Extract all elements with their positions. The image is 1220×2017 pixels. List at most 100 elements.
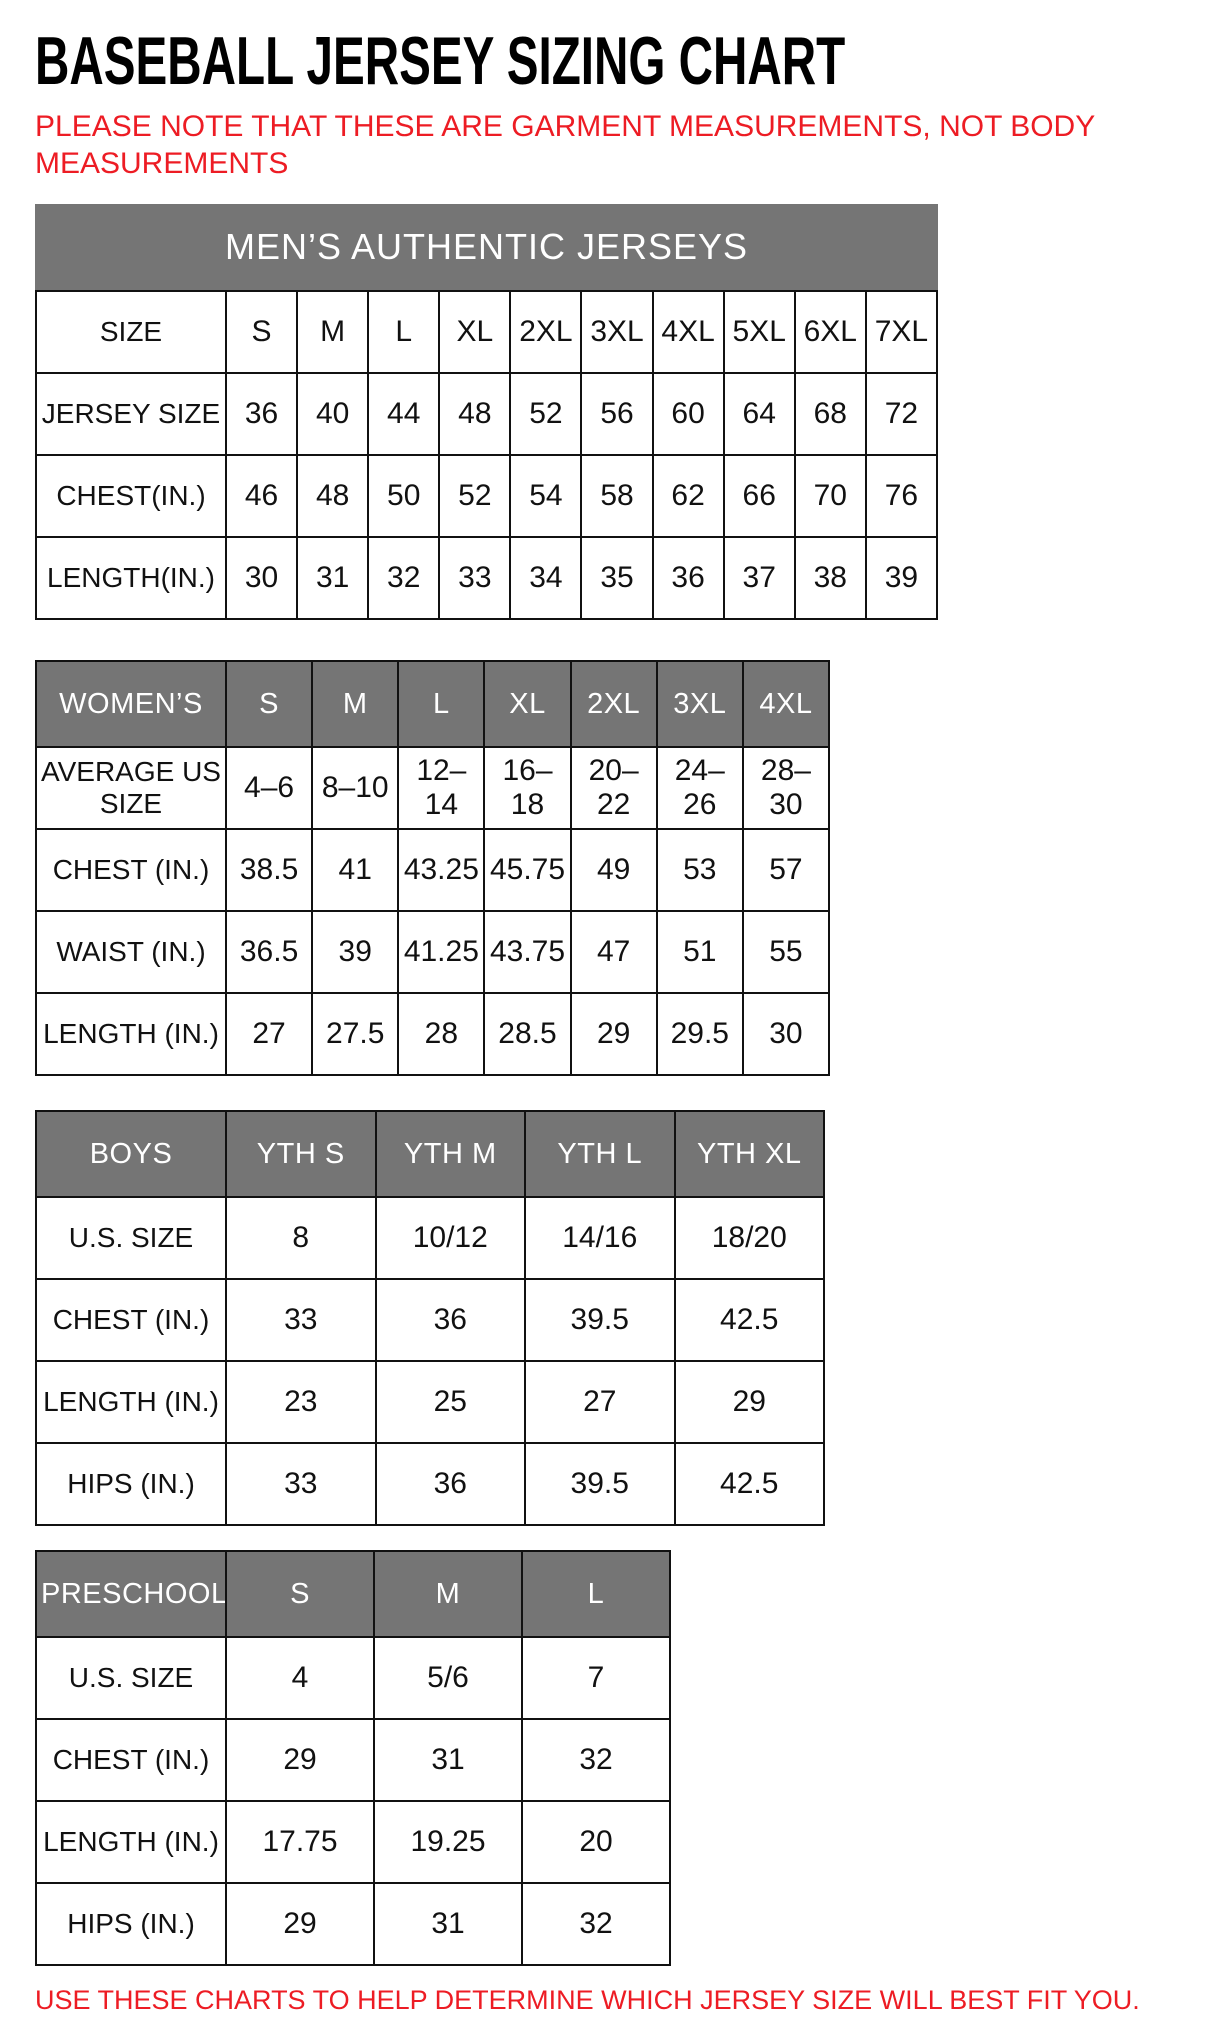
womens-cell: 20–22 <box>569 746 658 830</box>
mens-cell: 60 <box>651 372 725 456</box>
womens-cell: 43.75 <box>483 910 572 994</box>
boys-table-row: LENGTH (IN.) 23 25 27 29 <box>35 1360 825 1444</box>
boys-column-header: YTH M <box>374 1110 526 1198</box>
preschool-table-row: CHEST (IN.) 29 31 32 <box>35 1718 671 1802</box>
womens-cell: 27.5 <box>311 992 400 1076</box>
womens-cell: 29 <box>569 992 658 1076</box>
boys-cell: 27 <box>524 1360 676 1444</box>
womens-column-header: M <box>311 660 400 748</box>
page-title-text: BASEBALL JERSEY SIZING CHART <box>35 23 846 99</box>
mens-row-label: CHEST(IN.) <box>35 454 227 538</box>
boys-cell: 25 <box>374 1360 526 1444</box>
preschool-cell: 31 <box>373 1718 523 1802</box>
womens-cell: 51 <box>655 910 744 994</box>
mens-cell: 66 <box>722 454 796 538</box>
boys-table-row: CHEST (IN.) 33 36 39.5 42.5 <box>35 1278 825 1362</box>
preschool-table-row: U.S. SIZE 4 5/6 7 <box>35 1636 671 1720</box>
boys-cell: 14/16 <box>524 1196 676 1280</box>
mens-cell: 44 <box>367 372 441 456</box>
womens-column-header: S <box>224 660 314 748</box>
womens-header-label: WOMEN’S <box>35 660 227 748</box>
mens-cell: 5XL <box>722 290 796 374</box>
preschool-cell: 32 <box>521 1882 671 1966</box>
womens-column-header: XL <box>483 660 572 748</box>
preschool-row-label: LENGTH (IN.) <box>35 1800 227 1884</box>
mens-row-label: LENGTH(IN.) <box>35 536 227 620</box>
preschool-row-label: HIPS (IN.) <box>35 1882 227 1966</box>
mens-cell: 48 <box>438 372 512 456</box>
tables-container: MEN’S AUTHENTIC JERSEYS SIZE S M L XL 2XL 3XL 4X… <box>35 204 1220 1966</box>
womens-cell: 49 <box>569 828 658 912</box>
boys-column-header: YTH L <box>524 1110 676 1198</box>
mens-cell: 3XL <box>580 290 654 374</box>
womens-column-header: 3XL <box>655 660 744 748</box>
womens-cell: 43.25 <box>397 828 486 912</box>
womens-cell: 28–30 <box>741 746 831 830</box>
garment-measurements-note: PLEASE NOTE THAT THESE ARE GARMENT MEASU… <box>35 110 1095 180</box>
mens-cell: 52 <box>509 372 583 456</box>
mens-cell: S <box>224 290 299 374</box>
mens-cell: L <box>367 290 441 374</box>
womens-table-row: CHEST (IN.) 38.5 41 43.25 45.75 49 53 57 <box>35 828 831 912</box>
preschool-sizing-table: PRESCHOOL S M L U.S. SIZE 4 5/6 7 CHEST (IN.) 29 3… <box>35 1550 671 1966</box>
womens-row-label: CHEST (IN.) <box>35 828 227 912</box>
mens-cell: 30 <box>224 536 299 620</box>
mens-cell: M <box>296 290 370 374</box>
boys-table-row: HIPS (IN.) 33 36 39.5 42.5 <box>35 1442 825 1526</box>
mens-sizing-table: MEN’S AUTHENTIC JERSEYS SIZE S M L XL 2XL 3XL 4X… <box>35 204 939 620</box>
boys-cell: 10/12 <box>374 1196 526 1280</box>
boys-header-row: BOYS YTH S YTH M YTH L YTH XL <box>35 1110 825 1198</box>
mens-table-row: CHEST(IN.) 46 48 50 52 54 58 62 66 70 76 <box>35 454 939 538</box>
preschool-cell: 17.75 <box>225 1800 375 1884</box>
boys-column-header: YTH S <box>225 1110 377 1198</box>
preschool-header-label: PRESCHOOL <box>35 1550 227 1638</box>
mens-table-row: SIZE S M L XL 2XL 3XL 4XL 5XL 6XL 7XL <box>35 290 939 374</box>
mens-cell: 38 <box>793 536 867 620</box>
boys-cell: 42.5 <box>673 1442 825 1526</box>
page-title: BASEBALL JERSEY SIZING CHART <box>35 24 1220 98</box>
womens-sizing-table: WOMEN’S S M L XL 2XL 3XL 4XL AVERAGE US SIZE 4–6 8… <box>35 660 831 1076</box>
preschool-cell: 29 <box>225 1718 375 1802</box>
boys-cell: 18/20 <box>673 1196 825 1280</box>
mens-cell: 33 <box>438 536 512 620</box>
womens-cell: 41.25 <box>397 910 486 994</box>
mens-cell: 54 <box>509 454 583 538</box>
preschool-column-header: S <box>225 1550 375 1638</box>
womens-column-header: L <box>397 660 486 748</box>
womens-table-row: WAIST (IN.) 36.5 39 41.25 43.75 47 51 55 <box>35 910 831 994</box>
boys-column-header: YTH XL <box>673 1110 825 1198</box>
mens-cell: 64 <box>722 372 796 456</box>
boys-row-label: CHEST (IN.) <box>35 1278 227 1362</box>
boys-cell: 36 <box>374 1278 526 1362</box>
boys-row-label: HIPS (IN.) <box>35 1442 227 1526</box>
mens-cell: 4XL <box>651 290 725 374</box>
womens-cell: 57 <box>741 828 831 912</box>
mens-row-label: SIZE <box>35 290 227 374</box>
boys-cell: 33 <box>225 1442 377 1526</box>
womens-cell: 36.5 <box>224 910 314 994</box>
preschool-cell: 20 <box>521 1800 671 1884</box>
mens-cell: 35 <box>580 536 654 620</box>
preschool-cell: 4 <box>225 1636 375 1720</box>
womens-column-header: 2XL <box>569 660 658 748</box>
mens-cell: 50 <box>367 454 441 538</box>
boys-cell: 42.5 <box>673 1278 825 1362</box>
womens-cell: 47 <box>569 910 658 994</box>
preschool-row-label: U.S. SIZE <box>35 1636 227 1720</box>
preschool-row-label: CHEST (IN.) <box>35 1718 227 1802</box>
womens-cell: 55 <box>741 910 831 994</box>
womens-cell: 45.75 <box>483 828 572 912</box>
mens-cell: 39 <box>864 536 939 620</box>
boys-sizing-table: BOYS YTH S YTH M YTH L YTH XL U.S. SIZE 8 10/12… <box>35 1110 825 1526</box>
boys-cell: 39.5 <box>524 1442 676 1526</box>
womens-column-header: 4XL <box>741 660 831 748</box>
mens-cell: 58 <box>580 454 654 538</box>
preschool-table-row: HIPS (IN.) 29 31 32 <box>35 1882 671 1966</box>
preschool-cell: 5/6 <box>373 1636 523 1720</box>
mens-cell: 70 <box>793 454 867 538</box>
mens-row-label: JERSEY SIZE <box>35 372 227 456</box>
preschool-header-row: PRESCHOOL S M L <box>35 1550 671 1638</box>
mens-cell: 56 <box>580 372 654 456</box>
womens-table-row: AVERAGE US SIZE 4–6 8–10 12–14 16–18 20–22 24–… <box>35 746 831 830</box>
